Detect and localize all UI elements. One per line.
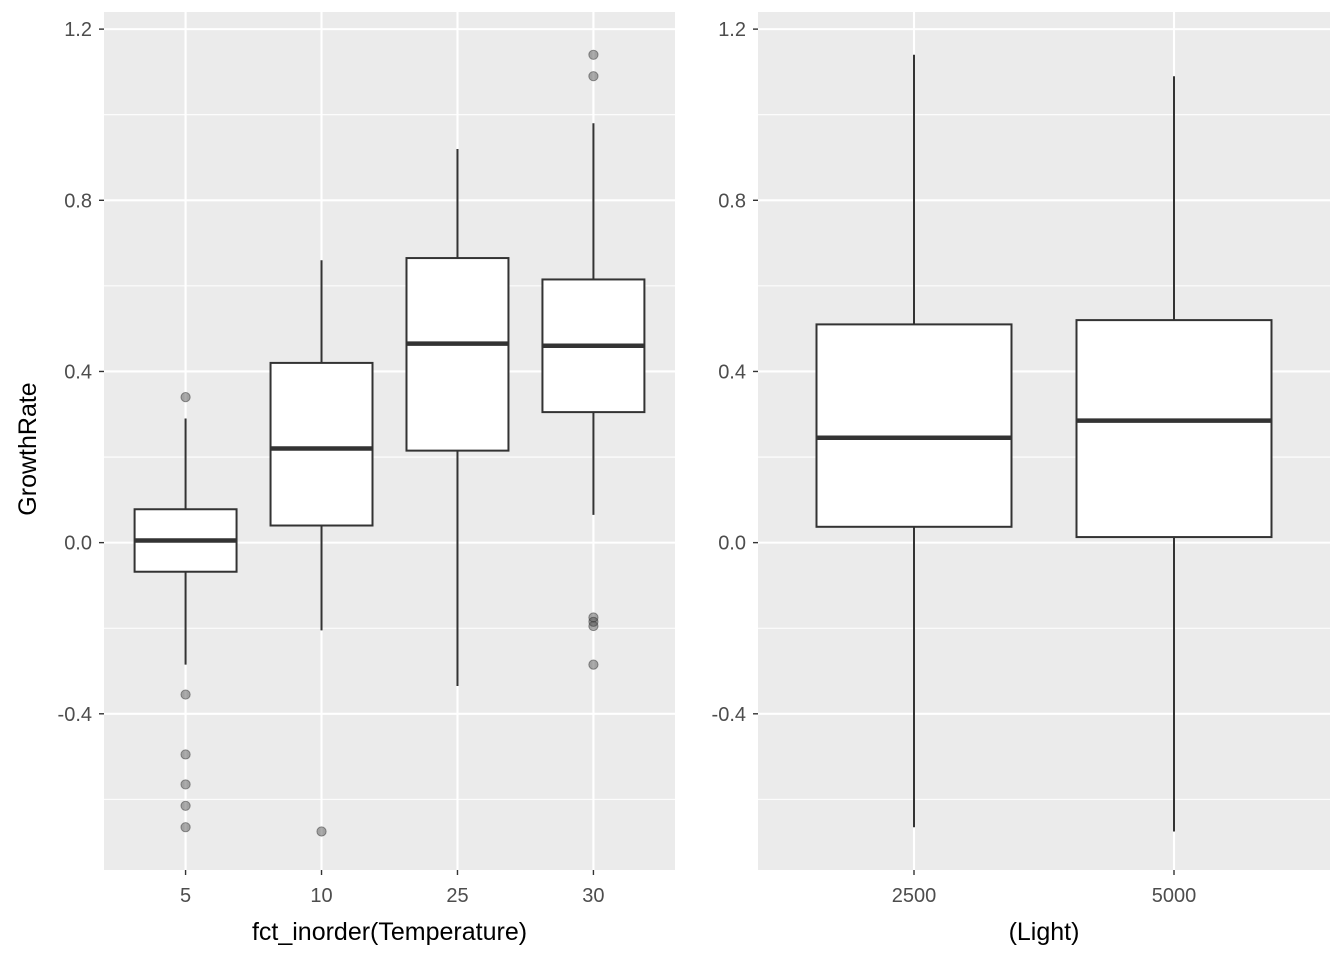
- y-axis-title: GrowthRate: [14, 382, 42, 515]
- y-tick-label: 0.4: [64, 361, 92, 383]
- x-axis-title: (Light): [1009, 918, 1080, 946]
- box-5: [133, 392, 238, 833]
- y-tick-label: 0.8: [64, 190, 92, 212]
- box-30: [541, 49, 646, 670]
- interquartile-box: [1075, 319, 1273, 539]
- y-tick-label: 0.0: [64, 533, 92, 555]
- interquartile-box: [815, 323, 1013, 528]
- y-tick-label: -0.4: [712, 704, 746, 726]
- outlier-point: [180, 392, 191, 403]
- y-tick-label: 0.4: [718, 361, 746, 383]
- outlier-point: [180, 749, 191, 760]
- x-tick-label: 25: [446, 885, 468, 907]
- outlier-point: [180, 822, 191, 833]
- outlier-point: [588, 71, 599, 82]
- panel-1: -0.4 0.0 0.4 0.8 1.2 5 10 25 30 fct_inorder(Tempe…: [14, 12, 675, 946]
- outlier-point: [588, 49, 599, 60]
- x-tick-label: 5: [180, 885, 191, 907]
- box-25: [405, 148, 510, 686]
- y-tick-label: 0.0: [718, 533, 746, 555]
- outlier-point: [180, 779, 191, 790]
- x-tick-label: 10: [310, 885, 332, 907]
- x-tick-label: 2500: [892, 885, 937, 907]
- outlier-point: [588, 620, 599, 632]
- y-tick-label: 1.2: [64, 19, 92, 41]
- y-tick-label: 0.8: [718, 190, 746, 212]
- y-tick-label: -0.4: [58, 704, 92, 726]
- outlier-point: [180, 689, 191, 700]
- box-2500: [815, 54, 1013, 828]
- box-5000: [1075, 76, 1273, 832]
- box-10: [269, 260, 374, 837]
- panel-2: -0.4 0.0 0.4 0.8 1.2 2500 5000 (Light): [712, 12, 1330, 946]
- interquartile-box: [269, 361, 374, 527]
- x-tick-label: 5000: [1152, 885, 1197, 907]
- outlier-point: [588, 659, 599, 670]
- panel-background: [104, 12, 675, 870]
- y-tick-label: 1.2: [718, 19, 746, 41]
- interquartile-box: [405, 257, 510, 452]
- x-tick-label: 30: [582, 885, 604, 907]
- outlier-point: [316, 826, 327, 837]
- outlier-point: [180, 800, 191, 811]
- x-axis-title: fct_inorder(Temperature): [252, 918, 527, 946]
